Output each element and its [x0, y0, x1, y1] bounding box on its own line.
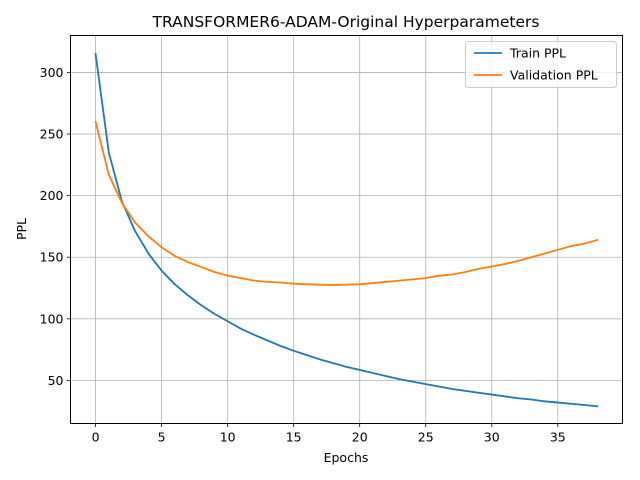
x-tick-label: 5: [158, 430, 166, 445]
y-tick-label: 250: [40, 127, 64, 142]
x-tick-label: 35: [550, 430, 566, 445]
y-tick-label: 50: [48, 373, 64, 388]
y-tick-label: 150: [40, 250, 64, 265]
x-tick-label: 15: [286, 430, 302, 445]
y-tick-label: 100: [40, 311, 64, 326]
y-tick-label: 300: [40, 65, 64, 80]
plot-frame: [70, 35, 623, 424]
y-tick-label: 200: [40, 188, 64, 203]
legend-label-train: Train PPL: [509, 46, 566, 61]
legend-box: [465, 41, 617, 88]
y-axis-label: PPL: [14, 218, 29, 240]
x-axis-label: Epochs: [324, 450, 369, 465]
x-tick-label: 10: [220, 430, 236, 445]
series-layer: [94, 52, 599, 408]
x-tick-label: 0: [92, 430, 100, 445]
x-tick-label: 25: [418, 430, 434, 445]
x-tick-label: 30: [484, 430, 500, 445]
legend-label-validation: Validation PPL: [510, 68, 598, 83]
series-line-train-ppl: [94, 52, 599, 408]
x-tick-label: 20: [352, 430, 368, 445]
series-line-validation-ppl: [94, 120, 599, 286]
x-axis: 0 5 10 15 20 25 30 35: [92, 423, 566, 445]
legend: Train PPL Validation PPL: [465, 41, 617, 88]
y-axis: 50 100 150 200 250 300: [40, 65, 71, 388]
chart-title: TRANSFORMER6-ADAM-Original Hyperparamete…: [152, 13, 540, 31]
